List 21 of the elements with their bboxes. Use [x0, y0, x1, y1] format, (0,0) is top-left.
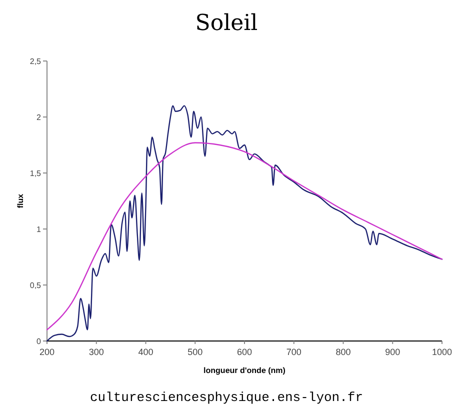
text: culturesciencesphysique.ens-lyon.fr [90, 390, 364, 405]
line-series [46, 142, 443, 330]
y-tick-label: 1 [36, 224, 42, 234]
x-tick-label: 1000 [432, 347, 452, 357]
x-tick-label: 400 [138, 347, 154, 357]
y-tick-label: 1,5 [30, 168, 42, 178]
x-tick-label: 200 [39, 347, 55, 357]
x-tick-label: 300 [88, 347, 104, 357]
x-tick-label: 600 [236, 347, 252, 357]
y-axis-title: flux [16, 193, 25, 208]
x-tick-label: 500 [188, 347, 203, 357]
line-series [46, 105, 443, 342]
y-tick-label: 0,5 [30, 280, 42, 290]
x-tick-label: 700 [286, 347, 302, 357]
x-axis-title: longueur d'onde (nm) [204, 366, 286, 375]
y-tick-label: 0 [36, 336, 42, 346]
y-tick-label: 2,5 [30, 56, 42, 66]
chart-title: Soleil [195, 11, 258, 36]
x-tick-label: 900 [385, 347, 400, 357]
y-tick-label: 2 [36, 112, 42, 122]
x-tick-label: 800 [336, 347, 351, 357]
